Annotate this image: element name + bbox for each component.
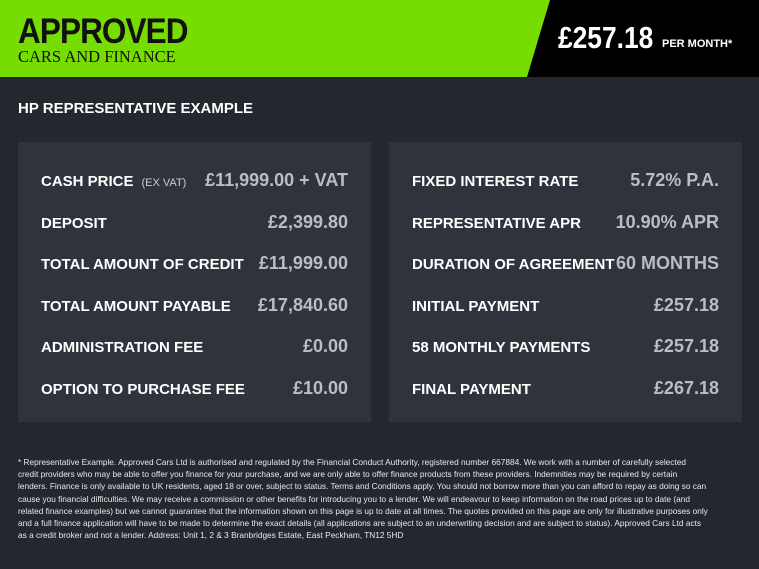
row-label: OPTION TO PURCHASE FEE (41, 380, 245, 398)
row-value: £2,399.80 (267, 211, 348, 232)
row-value: £11,999.00 (258, 253, 348, 273)
row-label: FIXED INTEREST RATE (412, 173, 579, 190)
logo-text: APPROVED (18, 12, 188, 51)
header: APPROVED CARS AND FINANCE £257.18 PER MO… (0, 0, 759, 77)
row-label: DURATION OF AGREEMENT (412, 256, 615, 273)
row-label: TOTAL AMOUNT OF CREDIT (41, 256, 244, 273)
finance-row: REPRESENTATIVE APR 10.90% APR (412, 212, 719, 236)
row-value: £257.18 (653, 294, 719, 315)
row-value: £17,840.60 (257, 294, 348, 315)
row-label: 58 MONTHLY PAYMENTS (412, 339, 591, 356)
finance-row: FINAL PAYMENT £267.18 (412, 378, 719, 402)
finance-row: ADMINISTRATION FEE £0.00 (41, 336, 348, 360)
row-label: TOTAL AMOUNT PAYABLE (41, 297, 231, 315)
row-label: INITIAL PAYMENT (412, 297, 540, 315)
finance-row: TOTAL AMOUNT OF CREDIT £11,999.00 (41, 253, 348, 277)
finance-row: INITIAL PAYMENT £257.18 (412, 295, 719, 319)
row-value: 5.72% P.A. (630, 170, 719, 190)
finance-row: DEPOSIT £2,399.80 (41, 212, 348, 236)
right-panel: FIXED INTEREST RATE 5.72% P.A. REPRESENTAT… (389, 142, 742, 422)
finance-row: TOTAL AMOUNT PAYABLE £17,840.60 (41, 295, 348, 319)
finance-row: FIXED INTEREST RATE 5.72% P.A. (412, 170, 719, 194)
row-value: £0.00 (302, 336, 348, 356)
row-value: £257.18 (653, 336, 719, 356)
row-sublabel: (EX VAT) (141, 177, 187, 189)
price-banner (527, 0, 759, 77)
row-label: DEPOSIT (41, 214, 107, 232)
row-value: £11,999.00 + VAT (205, 170, 348, 190)
row-value: £267.18 (653, 377, 719, 398)
row-value: 10.90% APR (615, 211, 719, 232)
finance-row: CASH PRICE (EX VAT) £11,999.00 + VAT (41, 170, 348, 194)
row-value: 60 MONTHS (615, 253, 719, 273)
row-label: REPRESENTATIVE APR (412, 214, 581, 232)
row-value: £10.00 (292, 377, 348, 398)
disclaimer: * Representative Example. Approved Cars … (18, 457, 708, 541)
section-title: HP REPRESENTATIVE EXAMPLE (18, 100, 254, 117)
monthly-price: £257.18 (558, 20, 654, 55)
row-label: CASH PRICE (EX VAT) (41, 173, 187, 190)
finance-row: DURATION OF AGREEMENT 60 MONTHS (412, 253, 719, 277)
per-month-label: PER MONTH* (662, 38, 733, 50)
row-label: ADMINISTRATION FEE (41, 339, 204, 356)
finance-row: 58 MONTHLY PAYMENTS £257.18 (412, 336, 719, 360)
row-label: FINAL PAYMENT (412, 380, 531, 398)
finance-row: OPTION TO PURCHASE FEE £10.00 (41, 378, 348, 402)
left-panel: CASH PRICE (EX VAT) £11,999.00 + VAT DEPOSI… (18, 142, 371, 422)
logo-subtext: CARS AND FINANCE (18, 47, 176, 66)
